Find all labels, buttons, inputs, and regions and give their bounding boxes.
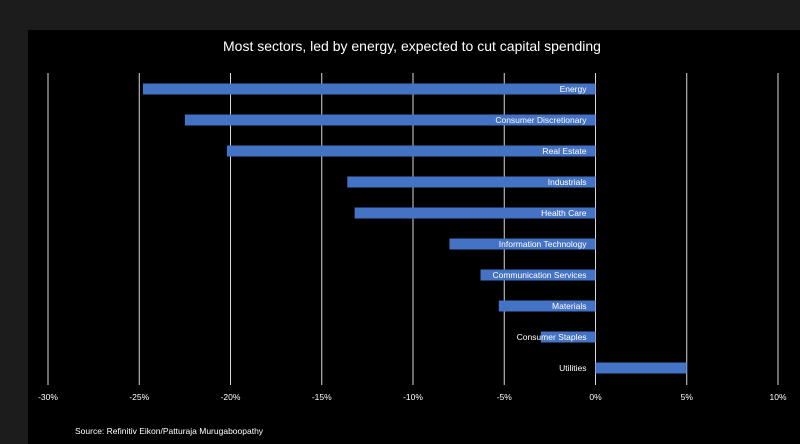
category-labels: Energy Consumer Discretionary Real Estate I… [492, 84, 587, 373]
x-tick-label: -30% [38, 392, 58, 402]
bar-industrials [347, 176, 596, 188]
x-tick-label: -10% [403, 392, 423, 402]
chart-title: Most sectors, led by energy, expected to… [223, 38, 601, 54]
bar-consumer-discretionary [184, 114, 596, 126]
category-label: Communication Services [492, 270, 586, 280]
bar-utilities [595, 362, 687, 374]
category-label: Utilities [559, 363, 586, 373]
category-label: Industrials [548, 177, 587, 187]
category-label: Health Care [541, 208, 587, 218]
source-note: Source: Refinitiv Eikon/Patturaja Muruga… [75, 426, 264, 436]
category-label: Real Estate [543, 146, 587, 156]
bar-health-care [354, 207, 596, 219]
bar-consumer-staples [540, 331, 596, 343]
category-label: Consumer Discretionary [495, 115, 587, 125]
chart-frame: Most sectors, led by energy, expected to… [28, 30, 800, 444]
bar-communication-services [480, 269, 596, 281]
category-label: Materials [552, 301, 586, 311]
bar-real-estate [226, 145, 596, 157]
x-tick-label: 10% [769, 392, 786, 402]
x-tick-label: 0% [589, 392, 602, 402]
x-axis-ticks: -30% -25% -20% -15% -10% -5% 0% 5% 10% [38, 392, 787, 402]
x-tick-label: -5% [497, 392, 513, 402]
bar-chart: Most sectors, led by energy, expected to… [38, 38, 787, 436]
bar-materials [498, 300, 596, 312]
bar-information-technology [449, 238, 596, 250]
bar-energy [142, 83, 596, 95]
bars [142, 83, 687, 374]
category-label: Energy [560, 84, 588, 94]
x-tick-label: -15% [312, 392, 332, 402]
category-label: Consumer Staples [517, 332, 587, 342]
category-label: Information Technology [499, 239, 587, 249]
x-tick-label: -20% [221, 392, 241, 402]
x-tick-label: -25% [129, 392, 149, 402]
x-tick-label: 5% [681, 392, 694, 402]
